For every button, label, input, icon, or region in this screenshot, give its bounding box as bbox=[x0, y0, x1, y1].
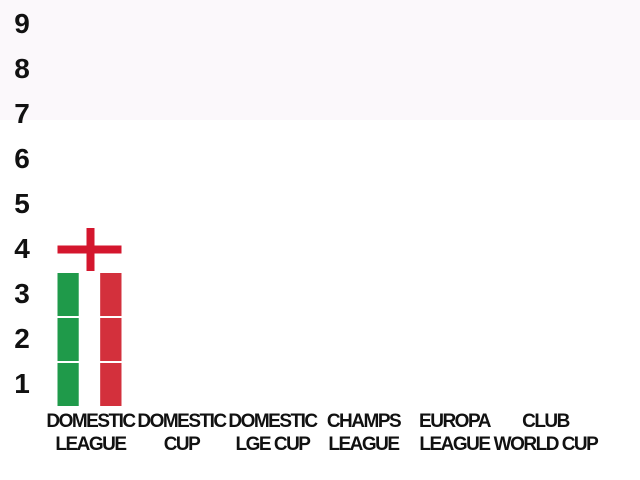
x-tick-label: DOMESTIC bbox=[228, 411, 318, 432]
x-tick-label: CUP bbox=[164, 434, 201, 455]
x-tick-label: LEAGUE bbox=[419, 434, 490, 455]
y-tick-label: 1 bbox=[14, 368, 30, 399]
y-tick-label: 5 bbox=[14, 188, 30, 219]
flag-stripe bbox=[100, 363, 122, 406]
x-tick-label: EUROPA bbox=[419, 411, 492, 432]
flag-stripe bbox=[100, 318, 122, 361]
y-tick-label: 9 bbox=[14, 8, 30, 39]
flag-stripe bbox=[57, 273, 79, 316]
x-tick-label: DOMESTIC bbox=[137, 411, 227, 432]
flag-stripe bbox=[78, 363, 101, 406]
header-band bbox=[0, 0, 640, 120]
x-tick-label: LEAGUE bbox=[55, 434, 126, 455]
bar bbox=[57, 227, 122, 272]
y-tick-label: 2 bbox=[14, 323, 30, 354]
flag-cross bbox=[86, 228, 95, 271]
x-tick-label: LGE CUP bbox=[236, 434, 312, 455]
x-tick-label: CHAMPS bbox=[327, 411, 401, 432]
y-tick-label: 6 bbox=[14, 143, 30, 174]
y-tick-label: 3 bbox=[14, 278, 30, 309]
flag-stripe bbox=[57, 363, 79, 406]
bar bbox=[57, 273, 122, 406]
y-tick-label: 8 bbox=[14, 53, 30, 84]
x-tick-label: WORLD CUP bbox=[494, 434, 599, 455]
flag-stripe bbox=[78, 318, 101, 361]
y-tick-label: 4 bbox=[14, 233, 30, 264]
flag-stripe bbox=[57, 318, 79, 361]
x-tick-label: CLUB bbox=[522, 411, 570, 432]
y-tick-label: 7 bbox=[14, 98, 30, 129]
x-tick-label: LEAGUE bbox=[328, 434, 399, 455]
flag-stripe bbox=[78, 273, 101, 316]
x-tick-label: DOMESTIC bbox=[46, 411, 136, 432]
flag-stripe bbox=[100, 273, 122, 316]
